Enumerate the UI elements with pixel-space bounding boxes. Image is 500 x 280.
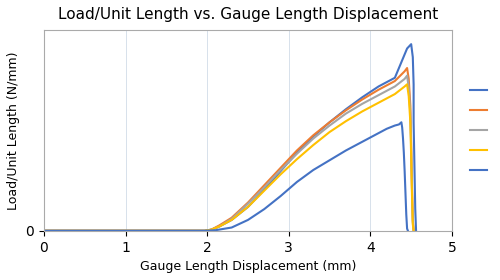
Title: Load/Unit Length vs. Gauge Length Displacement: Load/Unit Length vs. Gauge Length Displa… xyxy=(58,7,438,22)
Y-axis label: Load/Unit Length (N/mm): Load/Unit Length (N/mm) xyxy=(7,51,20,210)
Legend: , , , , : , , , , xyxy=(466,81,493,180)
X-axis label: Gauge Length Displacement (mm): Gauge Length Displacement (mm) xyxy=(140,260,356,273)
